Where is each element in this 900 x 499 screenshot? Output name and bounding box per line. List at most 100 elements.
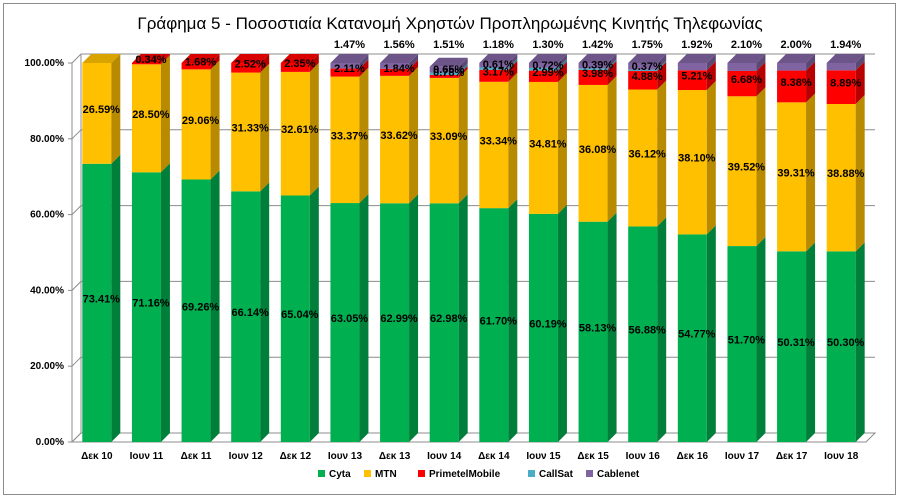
legend-label: CallSat xyxy=(539,469,574,480)
bar-front xyxy=(528,213,558,442)
data-label-cablenet: 1.92% xyxy=(681,39,712,51)
bar-side xyxy=(557,204,567,442)
bar-front xyxy=(429,74,459,78)
bar-mtn-6 xyxy=(380,66,419,204)
data-label-mtn: 36.08% xyxy=(579,144,617,156)
bar-side xyxy=(260,182,270,442)
bar-front xyxy=(727,96,757,247)
bar-mtn-12 xyxy=(677,81,716,235)
legend-swatch xyxy=(418,470,425,477)
bar-side xyxy=(855,95,865,252)
data-label-mtn: 29.06% xyxy=(182,115,220,127)
bar-cyta-7 xyxy=(429,194,468,442)
bar-front xyxy=(330,76,360,204)
data-label-cyta: 62.99% xyxy=(380,313,418,325)
bar-mtn-7 xyxy=(429,68,468,204)
bar-side xyxy=(607,54,617,69)
x-tick-label: Ιουν 17 xyxy=(725,451,760,462)
data-label-cyta: 62.98% xyxy=(430,313,468,325)
bar-primetelmobile-15 xyxy=(826,61,865,105)
bar-callsat-11 xyxy=(628,60,667,72)
bar-primetelmobile-7 xyxy=(429,65,468,78)
bar-front xyxy=(181,69,211,180)
data-label-cyta: 66.14% xyxy=(232,307,270,319)
bar-cyta-10 xyxy=(578,212,617,442)
bar-side xyxy=(806,242,816,442)
bar-front xyxy=(181,63,211,70)
bar-cyta-1 xyxy=(131,163,170,443)
data-label-mtn: 39.52% xyxy=(728,162,766,174)
bar-front xyxy=(528,70,558,82)
bar-front xyxy=(826,104,856,252)
bar-side xyxy=(607,60,617,85)
bar-mtn-15 xyxy=(826,95,865,252)
legend-swatch xyxy=(586,470,593,477)
data-label-callsat: 0.61% xyxy=(483,59,514,71)
bar-cablenet-8 xyxy=(479,54,518,68)
bar-side xyxy=(309,186,319,442)
bar-cyta-6 xyxy=(380,194,419,442)
data-label-primetelmobile: 2.52% xyxy=(235,58,266,70)
data-label-mtn: 28.50% xyxy=(132,109,170,121)
data-label-cablenet: 1.75% xyxy=(632,39,663,51)
bar-front xyxy=(181,179,211,443)
legend-swatch xyxy=(528,470,535,477)
bar-primetelmobile-12 xyxy=(677,61,716,91)
bar-cyta-11 xyxy=(628,217,667,442)
data-label-cablenet: 1.42% xyxy=(582,39,613,51)
data-label-primetelmobile: 2.35% xyxy=(284,58,315,70)
bar-side xyxy=(160,55,170,173)
bar-side xyxy=(458,57,468,73)
data-label-cyta: 63.05% xyxy=(331,313,369,325)
bar-top-15 xyxy=(826,53,865,63)
bar-side xyxy=(855,242,865,442)
data-label-mtn: 36.12% xyxy=(629,148,667,160)
bar-front xyxy=(280,195,310,442)
bar-side xyxy=(706,61,716,91)
x-tick-label: Δεκ 14 xyxy=(478,451,510,462)
bar-front xyxy=(380,62,410,69)
data-label-primetelmobile: 3.17% xyxy=(483,66,514,78)
bar-side xyxy=(458,65,468,78)
bar-side xyxy=(458,194,468,442)
bar-front xyxy=(677,234,707,442)
data-label-cyta: 65.04% xyxy=(281,309,319,321)
bar-cyta-0 xyxy=(82,154,121,442)
bar-side xyxy=(409,59,419,76)
bar-side xyxy=(657,54,667,70)
bar-mtn-0 xyxy=(82,54,121,164)
bar-front xyxy=(628,89,658,227)
bar-cablenet-5 xyxy=(330,54,369,69)
x-tick-label: Δεκ 10 xyxy=(81,451,113,462)
bar-cyta-12 xyxy=(677,225,716,442)
bar-mtn-10 xyxy=(578,75,617,222)
bar-front xyxy=(777,251,807,442)
bar-top-3 xyxy=(231,54,270,64)
bar-side xyxy=(756,54,766,71)
bar-primetelmobile-11 xyxy=(628,62,667,90)
data-labels: 73.41% 26.59% 71.16% 28.50% 0.34% 69.26% 29.06… xyxy=(83,39,865,349)
bar-front xyxy=(429,72,459,75)
x-tick-label: Ιουν 15 xyxy=(526,451,561,462)
bar-primetelmobile-6 xyxy=(380,59,419,76)
data-label-cablenet: 1.94% xyxy=(830,39,861,51)
bar-side xyxy=(111,54,121,164)
bar-side xyxy=(458,68,468,204)
data-label-cyta: 51.70% xyxy=(728,335,766,347)
bar-cablenet-15 xyxy=(826,53,865,71)
bar-top-2 xyxy=(181,54,220,63)
data-label-primetelmobile: 2.99% xyxy=(532,67,563,79)
bar-front xyxy=(628,71,658,90)
gridline-depth xyxy=(71,53,82,64)
bar-side xyxy=(409,66,419,204)
bar-side xyxy=(508,72,518,209)
bar-primetelmobile-4 xyxy=(280,54,319,72)
bar-cyta-14 xyxy=(777,242,816,442)
bar-top-7 xyxy=(429,57,468,67)
data-label-mtn: 34.81% xyxy=(529,138,567,150)
bar-side xyxy=(359,194,369,442)
bar-mtn-2 xyxy=(181,60,220,180)
bar-primetelmobile-13 xyxy=(727,61,766,97)
data-label-primetelmobile: 6.68% xyxy=(731,74,762,86)
legend-swatch xyxy=(364,470,371,477)
